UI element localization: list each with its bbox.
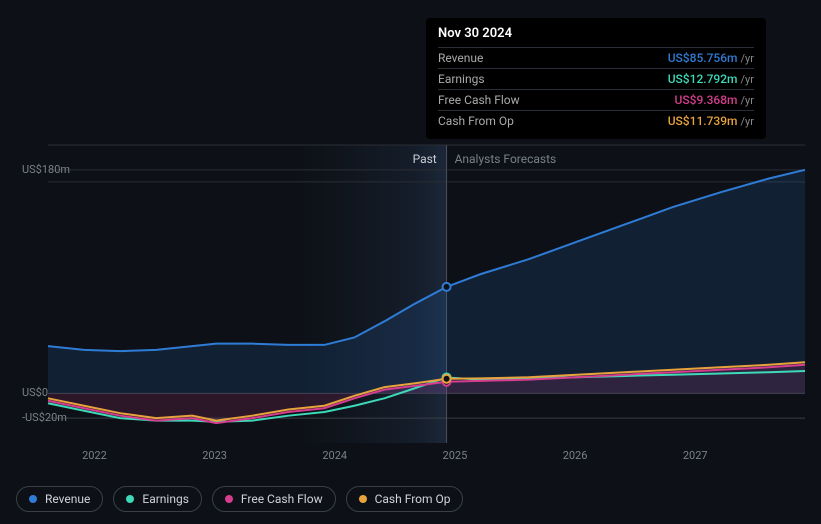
tooltip-metric-label: Free Cash Flow [438,93,548,107]
tooltip-row: Free Cash Flow US$9.368m/yr [438,89,754,110]
x-axis-label: 2025 [443,449,468,462]
tooltip-unit: /yr [741,94,754,107]
legend-item[interactable]: Cash From Op [346,486,464,512]
x-axis-label: 2023 [202,449,227,462]
legend-dot-icon [359,495,367,503]
legend-item[interactable]: Revenue [16,486,103,512]
tooltip-date: Nov 30 2024 [438,26,754,47]
x-axis-label: 2022 [82,449,107,462]
tooltip-metric-value: US$12.792m [668,72,738,86]
chart-tooltip: Nov 30 2024 Revenue US$85.756m/yrEarning… [426,18,766,139]
legend-label: Earnings [142,492,189,506]
chart-legend: Revenue Earnings Free Cash Flow Cash From O… [16,486,463,512]
legend-item[interactable]: Free Cash Flow [212,486,336,512]
tooltip-unit: /yr [741,73,754,86]
y-axis-label: US$0 [22,386,48,399]
legend-label: Cash From Op [375,492,451,506]
tooltip-metric-value: US$85.756m [668,51,738,65]
legend-dot-icon [126,495,134,503]
series-marker [443,375,451,383]
tooltip-unit: /yr [741,115,754,128]
legend-dot-icon [225,495,233,503]
legend-label: Free Cash Flow [241,492,323,506]
legend-dot-icon [29,495,37,503]
tooltip-metric-value: US$11.739m [668,114,738,128]
financial-forecast-chart: Nov 30 2024 Revenue US$85.756m/yrEarning… [0,0,821,524]
forecast-section-label: Analysts Forecasts [455,152,557,166]
tooltip-metric-value: US$9.368m [675,93,738,107]
tooltip-row: Cash From Op US$11.739m/yr [438,110,754,131]
tooltip-row: Revenue US$85.756m/yr [438,47,754,68]
x-axis-label: 2024 [322,449,347,462]
series-marker [443,283,451,291]
legend-item[interactable]: Earnings [113,486,202,512]
tooltip-metric-label: Earnings [438,72,548,86]
tooltip-row: Earnings US$12.792m/yr [438,68,754,89]
tooltip-metric-label: Revenue [438,51,548,65]
past-section-label: Past [413,152,437,166]
x-axis-label: 2026 [563,449,588,462]
tooltip-metric-label: Cash From Op [438,114,548,128]
y-axis-label: US$180m [22,163,70,176]
tooltip-unit: /yr [741,52,754,65]
legend-label: Revenue [45,492,90,506]
y-axis-label: -US$20m [22,411,67,424]
x-axis-label: 2027 [683,449,708,462]
